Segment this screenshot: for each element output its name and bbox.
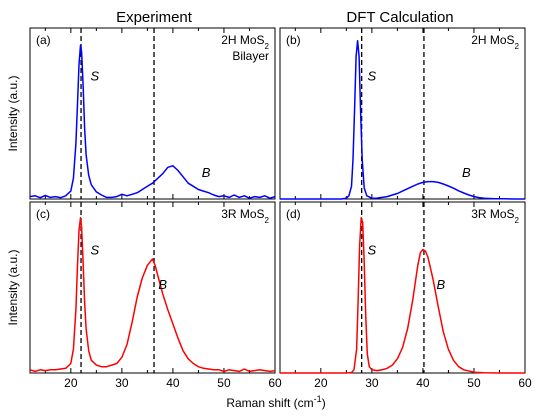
sample-label: 2H MoS2 (221, 33, 269, 51)
x-tick-label: 40 (166, 376, 180, 390)
panel-frame (29, 27, 276, 200)
peak-label-s: S (90, 68, 99, 83)
panel-label: (d) (286, 207, 301, 221)
sample-label-line2: Bilayer (232, 49, 269, 63)
x-tick-label: 60 (518, 376, 532, 390)
dft-column-title: DFT Calculation (346, 9, 453, 26)
x-tick-label: 30 (365, 376, 379, 390)
x-tick-label: 40 (416, 376, 430, 390)
panel-frame (279, 27, 526, 200)
spectrum-line (280, 39, 525, 200)
y-axis-label: Intensity (a.u.) (6, 75, 20, 151)
peak-label-b: B (158, 277, 167, 292)
spectrum-line (29, 44, 276, 199)
y-axis-label: Intensity (a.u.) (6, 249, 20, 325)
panel-frame (29, 201, 276, 374)
spectrum-line (29, 217, 276, 373)
peak-label-b: B (202, 165, 211, 180)
panel-label: (c) (36, 207, 50, 221)
x-tick-label: 60 (268, 376, 282, 390)
sample-label: 2H MoS2 (471, 33, 519, 51)
sample-label: 3R MoS2 (221, 207, 269, 225)
experiment-column-title: Experiment (116, 9, 193, 26)
spectrum-line (280, 217, 525, 374)
panel-frame (279, 201, 526, 374)
peak-label-s: S (368, 68, 377, 83)
x-tick-label: 50 (217, 376, 231, 390)
x-tick-label: 30 (115, 376, 129, 390)
panel-b: (b) 2H MoS2 S B (279, 27, 526, 200)
peak-label-b: B (462, 165, 471, 180)
x-tick-label: 50 (467, 376, 481, 390)
x-axis-label: Raman shift (cm-1) (226, 394, 325, 410)
panel-label: (b) (286, 33, 301, 47)
panel-c: (c) 3R MoS2 S B Intensity (a.u.) 20 30 40 50 60 (6, 201, 282, 390)
x-tick-label: 20 (64, 376, 78, 390)
x-tick-label: 20 (314, 376, 328, 390)
peak-label-b: B (436, 277, 445, 292)
peak-label-s: S (368, 242, 377, 257)
panel-d: (d) 3R MoS2 S B 20 30 40 50 60 (279, 201, 532, 390)
peak-label-s: S (90, 242, 99, 257)
sample-label: 3R MoS2 (471, 207, 519, 225)
panel-label: (a) (36, 33, 51, 47)
